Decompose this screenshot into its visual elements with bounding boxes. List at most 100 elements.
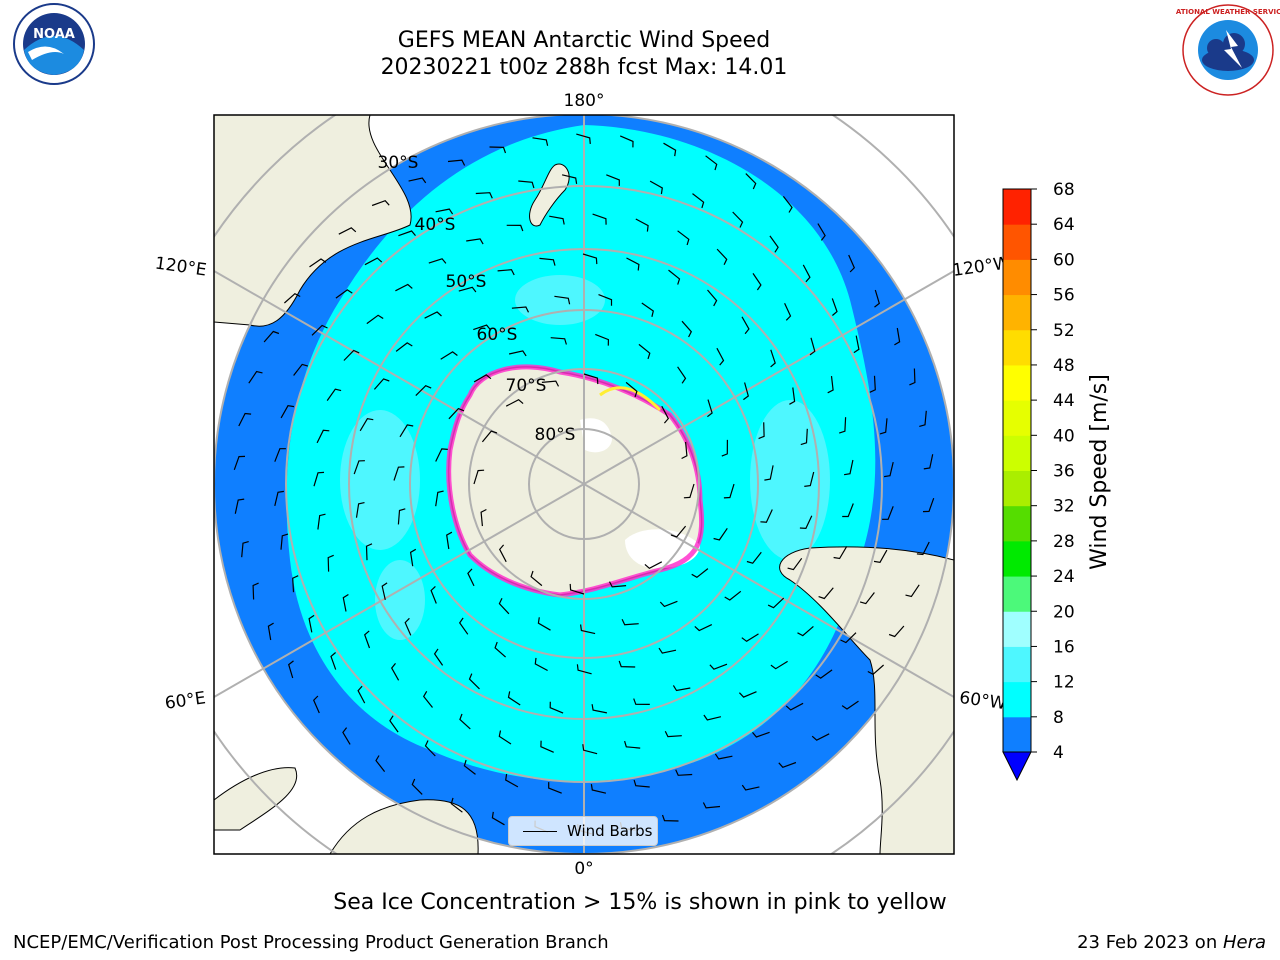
wind-barb bbox=[583, 373, 599, 385]
wind-barb bbox=[919, 410, 927, 427]
wind-barb bbox=[707, 399, 713, 418]
colorbar-tick-label: 28 bbox=[1053, 532, 1075, 552]
wind-barb bbox=[721, 439, 729, 457]
wind-barb bbox=[905, 584, 920, 598]
wind-barb bbox=[741, 784, 760, 791]
wind-barb bbox=[633, 779, 650, 788]
wind-barb bbox=[789, 387, 796, 405]
wind-barb bbox=[313, 471, 325, 487]
colorbar-tick-label: 44 bbox=[1053, 391, 1075, 411]
wind-barb bbox=[770, 349, 776, 368]
wind-barb bbox=[608, 581, 627, 588]
wind-barb bbox=[338, 227, 357, 235]
wind-barb bbox=[399, 424, 414, 438]
wind-barb bbox=[745, 173, 757, 190]
wind-barb bbox=[537, 617, 551, 631]
wind-barb bbox=[428, 258, 447, 264]
wind-barb bbox=[624, 740, 641, 749]
wind-barbs-legend: Wind Barbs bbox=[508, 816, 658, 846]
colorbar-segments bbox=[1003, 189, 1031, 753]
wind-barb bbox=[785, 702, 804, 711]
wind-barb bbox=[327, 554, 334, 572]
wind-barb bbox=[843, 459, 854, 476]
wind-barb bbox=[540, 740, 554, 753]
wind-barb bbox=[670, 525, 687, 538]
wind-barb bbox=[595, 333, 610, 346]
wind-barb bbox=[263, 330, 280, 343]
wind-barb bbox=[591, 704, 608, 714]
australia bbox=[214, 115, 412, 327]
colorbar-segment bbox=[1003, 259, 1031, 296]
wind-barb bbox=[661, 405, 670, 424]
wind-barb bbox=[869, 375, 876, 393]
wind-barb bbox=[415, 384, 432, 397]
wind-barb bbox=[681, 441, 688, 460]
wind-barb bbox=[621, 619, 639, 626]
wind-barb bbox=[778, 761, 797, 769]
wind-barb bbox=[894, 327, 901, 346]
wind-barb bbox=[760, 509, 773, 523]
wind-barb bbox=[371, 199, 390, 207]
colorbar-tick-label: 56 bbox=[1053, 286, 1075, 306]
wind-barb bbox=[649, 180, 663, 195]
wind-barb bbox=[506, 224, 524, 232]
wind-barb bbox=[804, 471, 815, 487]
wind-barb bbox=[842, 503, 854, 518]
wind-barb bbox=[839, 417, 847, 434]
wind-field-12-16 bbox=[340, 275, 830, 640]
wind-barb bbox=[375, 755, 386, 772]
wind-barb bbox=[738, 691, 757, 698]
wind-barb bbox=[580, 624, 596, 635]
wind-barb bbox=[498, 730, 512, 745]
wind-barb bbox=[827, 376, 834, 394]
wind-barb bbox=[430, 585, 437, 604]
colorbar-label: Wind Speed [m/s] bbox=[1087, 374, 1112, 570]
lon-label-180: 180° bbox=[564, 91, 605, 111]
wind-barb bbox=[393, 466, 405, 481]
wind-barb bbox=[782, 196, 793, 213]
wind-barb bbox=[409, 548, 417, 567]
wind-barb bbox=[916, 541, 930, 556]
wind-barb bbox=[446, 531, 453, 550]
wind-barb bbox=[741, 316, 750, 335]
wind-barb bbox=[797, 625, 814, 637]
credit-date-text: 23 Feb 2023 on bbox=[1077, 932, 1223, 953]
lat-label-40s: 40°S bbox=[415, 215, 456, 235]
wind-barb bbox=[408, 177, 427, 184]
wind-barb bbox=[489, 146, 507, 154]
noaa-logo: NOAA bbox=[13, 3, 95, 85]
wind-barb bbox=[534, 657, 548, 672]
wind-barb bbox=[802, 264, 811, 283]
wind-barb bbox=[703, 714, 722, 721]
colorbar-segment bbox=[1003, 189, 1031, 225]
wind-barb bbox=[447, 159, 466, 166]
wind-barb bbox=[809, 337, 816, 356]
colorbar-tick-label: 32 bbox=[1053, 497, 1075, 517]
wind-barb bbox=[450, 797, 463, 813]
wind-barb bbox=[508, 350, 527, 357]
legend-label: Wind Barbs bbox=[567, 822, 653, 840]
wind-barb bbox=[288, 660, 294, 679]
lat-label-60s: 60°S bbox=[477, 325, 518, 345]
wind-barb bbox=[532, 137, 549, 146]
colorbar-tick-label: 68 bbox=[1053, 180, 1075, 200]
wind-barb bbox=[606, 174, 620, 186]
wind-barbs bbox=[233, 133, 935, 835]
wind-barb bbox=[841, 700, 859, 710]
wind-barb bbox=[274, 448, 286, 462]
wind-barb bbox=[505, 398, 524, 407]
wind-barb bbox=[764, 465, 774, 481]
wind-barb bbox=[618, 660, 636, 668]
madagascar bbox=[214, 767, 298, 831]
wind-barb bbox=[274, 490, 284, 507]
wind-barb bbox=[787, 557, 803, 571]
nws-logo: NATIONAL WEATHER SERVICE bbox=[1176, 4, 1280, 96]
wind-barb bbox=[582, 253, 598, 265]
lat-label-50s: 50°S bbox=[446, 272, 487, 292]
colorbar-tick-label: 48 bbox=[1053, 356, 1075, 376]
wind-barb bbox=[848, 254, 856, 273]
colorbar-tick-label: 40 bbox=[1053, 426, 1075, 446]
south-america bbox=[779, 546, 954, 854]
wind-barb bbox=[390, 663, 400, 681]
wind-barb bbox=[758, 422, 765, 440]
